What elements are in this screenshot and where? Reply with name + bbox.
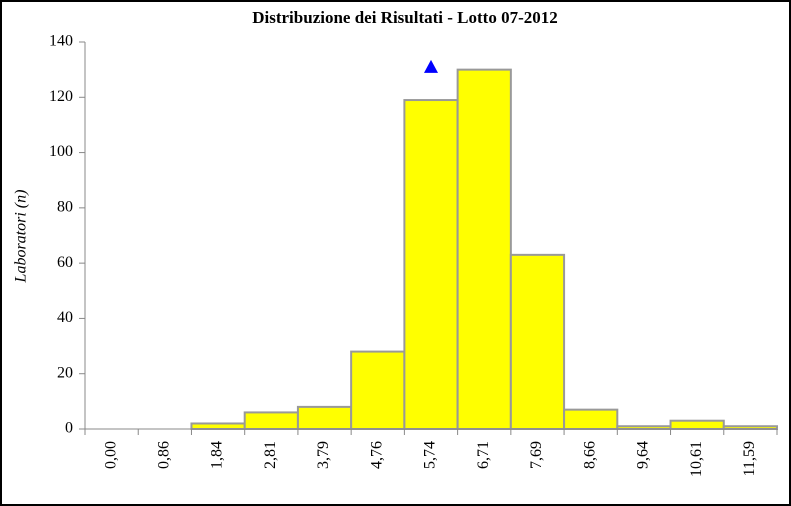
y-tick-label: 40 [57, 309, 73, 326]
x-tick-label: 10,61 [688, 441, 705, 477]
x-tick-label: 7,69 [528, 441, 545, 469]
x-tick-label: 3,79 [315, 441, 332, 469]
bar [563, 408, 619, 430]
bar [190, 422, 246, 431]
bar [509, 253, 566, 430]
bar [296, 405, 353, 430]
y-tick-label: 80 [57, 199, 73, 216]
y-tick-label: 20 [57, 364, 73, 381]
x-tick-label: 8,66 [581, 441, 598, 469]
chart-title: Distribuzione dei Risultati - Lotto 07-2… [252, 8, 558, 27]
x-tick-label: 9,64 [635, 441, 652, 469]
x-tick-label: 0,00 [102, 441, 119, 469]
bar [350, 350, 406, 431]
y-tick-label: 60 [57, 254, 73, 271]
x-tick-label: 4,76 [368, 441, 385, 469]
bar [456, 68, 512, 431]
bar [669, 419, 725, 431]
x-tick-label: 1,84 [209, 441, 226, 469]
x-tick-label: 6,71 [475, 441, 492, 469]
y-tick-label: 120 [49, 88, 73, 105]
y-tick-label: 0 [65, 420, 73, 437]
marker [424, 59, 438, 73]
bar [403, 99, 459, 431]
y-tick-label: 140 [49, 33, 73, 50]
bar [243, 411, 299, 430]
y-axis-label: Laboratori (n) [13, 190, 30, 284]
x-tick-label: 5,74 [422, 441, 439, 469]
x-tick-label: 11,59 [741, 441, 758, 476]
y-tick-label: 100 [49, 143, 73, 160]
x-tick-label: 0,86 [156, 441, 173, 469]
x-tick-label: 2,81 [262, 441, 279, 469]
